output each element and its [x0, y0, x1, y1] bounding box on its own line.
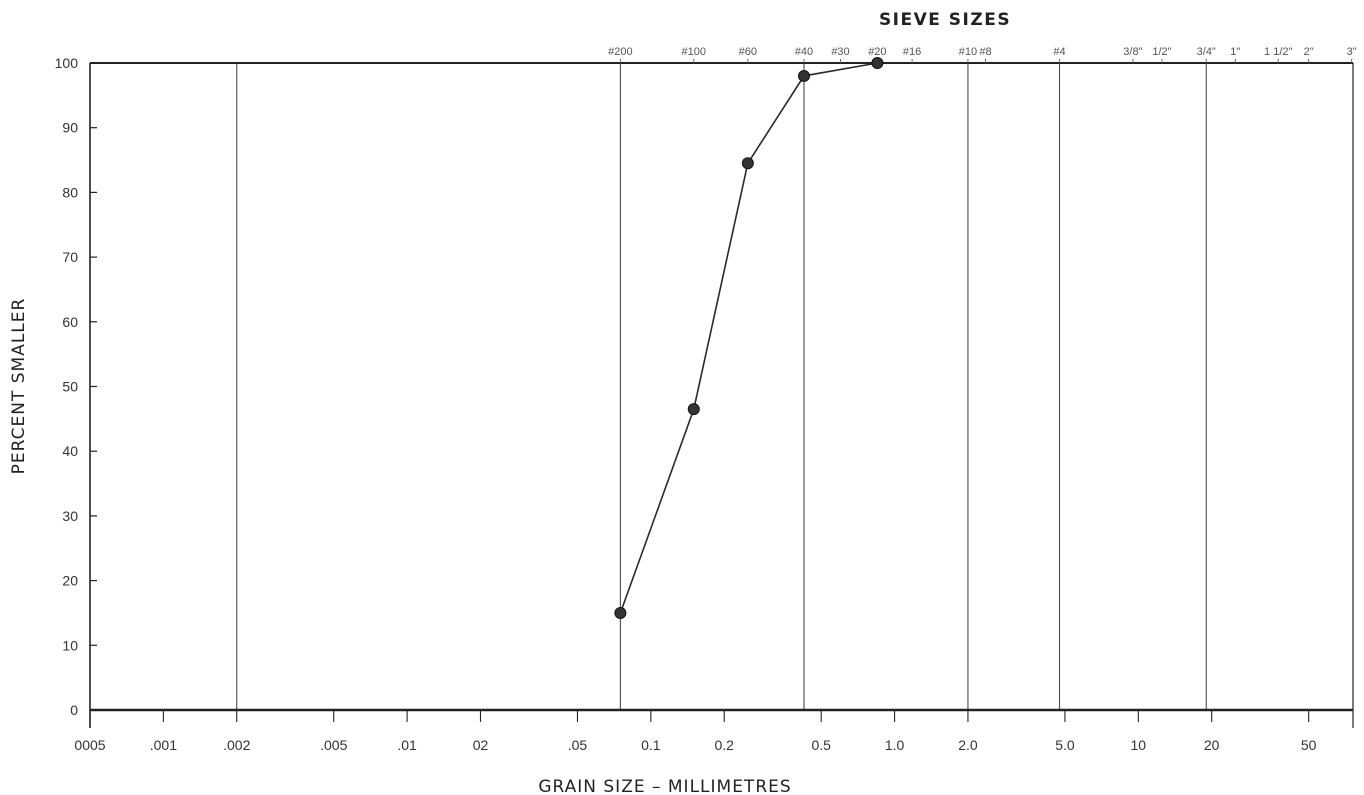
x-tick-label-7: 0.1: [641, 737, 661, 753]
x-tick-label-5: 02: [473, 737, 489, 753]
x-tick-label-12: 5.0: [1055, 737, 1075, 753]
x-tick-label-15: 50: [1301, 737, 1317, 753]
sieve-label-4: #30: [831, 46, 849, 58]
sieve-label-15: 2": [1304, 46, 1314, 58]
vertical-reference-lines: [236, 63, 1207, 710]
sieve-axis: #200 #100 #60 #40 #30 #20 #16 #10 #8 #4 3/8" 1/2" 3/…: [608, 46, 1357, 63]
x-tick-label-3: .005: [320, 737, 347, 753]
y-tick-label-80: 80: [62, 184, 78, 200]
x-tick-label-13: 10: [1131, 737, 1147, 753]
sieve-label-7: #10: [959, 46, 977, 58]
sieve-label-0: #200: [608, 46, 632, 58]
x-tick-label-14: 20: [1204, 737, 1220, 753]
y-axis: 0 10 20 30 40 50 60 70 80 90 100: [55, 55, 97, 718]
y-axis-label: PERCENT SMALLER: [9, 298, 29, 475]
data-point-0: [614, 606, 627, 619]
y-tick-label-90: 90: [62, 120, 78, 136]
sieve-label-12: 3/4": [1197, 46, 1216, 58]
sieve-label-3: #40: [795, 46, 813, 58]
data-point-1: [687, 403, 700, 416]
y-tick-label-30: 30: [62, 508, 78, 524]
y-tick-label-0: 0: [70, 702, 78, 718]
y-tick-label-50: 50: [62, 379, 78, 395]
chart-title: SIEVE SIZES: [879, 10, 1011, 30]
series-group: [614, 57, 884, 619]
sieve-label-10: 3/8": [1123, 46, 1142, 58]
sieve-label-6: #16: [903, 46, 921, 58]
x-tick-label-0: 0005: [74, 737, 105, 753]
sieve-label-13: 1": [1230, 46, 1240, 58]
x-axis: 0005 .001 .002 .005 .01 02 .05 0.1 0.2 0.5 1.0 2.0 5…: [74, 710, 1317, 753]
sieve-label-8: #8: [979, 46, 991, 58]
x-tick-label-9: 0.5: [811, 737, 831, 753]
y-tick-label-70: 70: [62, 249, 78, 265]
x-tick-label-6: .05: [568, 737, 588, 753]
y-tick-label-40: 40: [62, 443, 78, 459]
sieve-label-11: 1/2": [1152, 46, 1171, 58]
x-tick-label-10: 1.0: [885, 737, 905, 753]
x-tick-label-2: .002: [223, 737, 250, 753]
data-point-4: [871, 57, 884, 69]
sieve-label-1: #100: [682, 46, 706, 58]
data-point-3: [798, 69, 811, 82]
x-tick-label-4: .01: [397, 737, 417, 753]
sieve-label-9: #4: [1053, 46, 1065, 58]
plot-frame: [89, 62, 1354, 728]
x-tick-label-8: 0.2: [714, 737, 734, 753]
y-tick-label-60: 60: [62, 314, 78, 330]
x-tick-label-11: 2.0: [958, 737, 978, 753]
series-line-0: [619, 62, 878, 614]
sieve-label-2: #60: [739, 46, 757, 58]
sieve-label-16: 3": [1347, 46, 1357, 58]
data-point-2: [741, 157, 754, 170]
y-tick-label-100: 100: [55, 55, 79, 71]
x-tick-label-1: .001: [150, 737, 177, 753]
sieve-label-5: #20: [868, 46, 886, 58]
y-tick-label-20: 20: [62, 573, 78, 589]
y-tick-label-10: 10: [62, 637, 78, 653]
x-axis-label: GRAIN SIZE – MILLIMETRES: [538, 777, 791, 795]
sieve-label-14: 1 1/2": [1264, 46, 1292, 58]
